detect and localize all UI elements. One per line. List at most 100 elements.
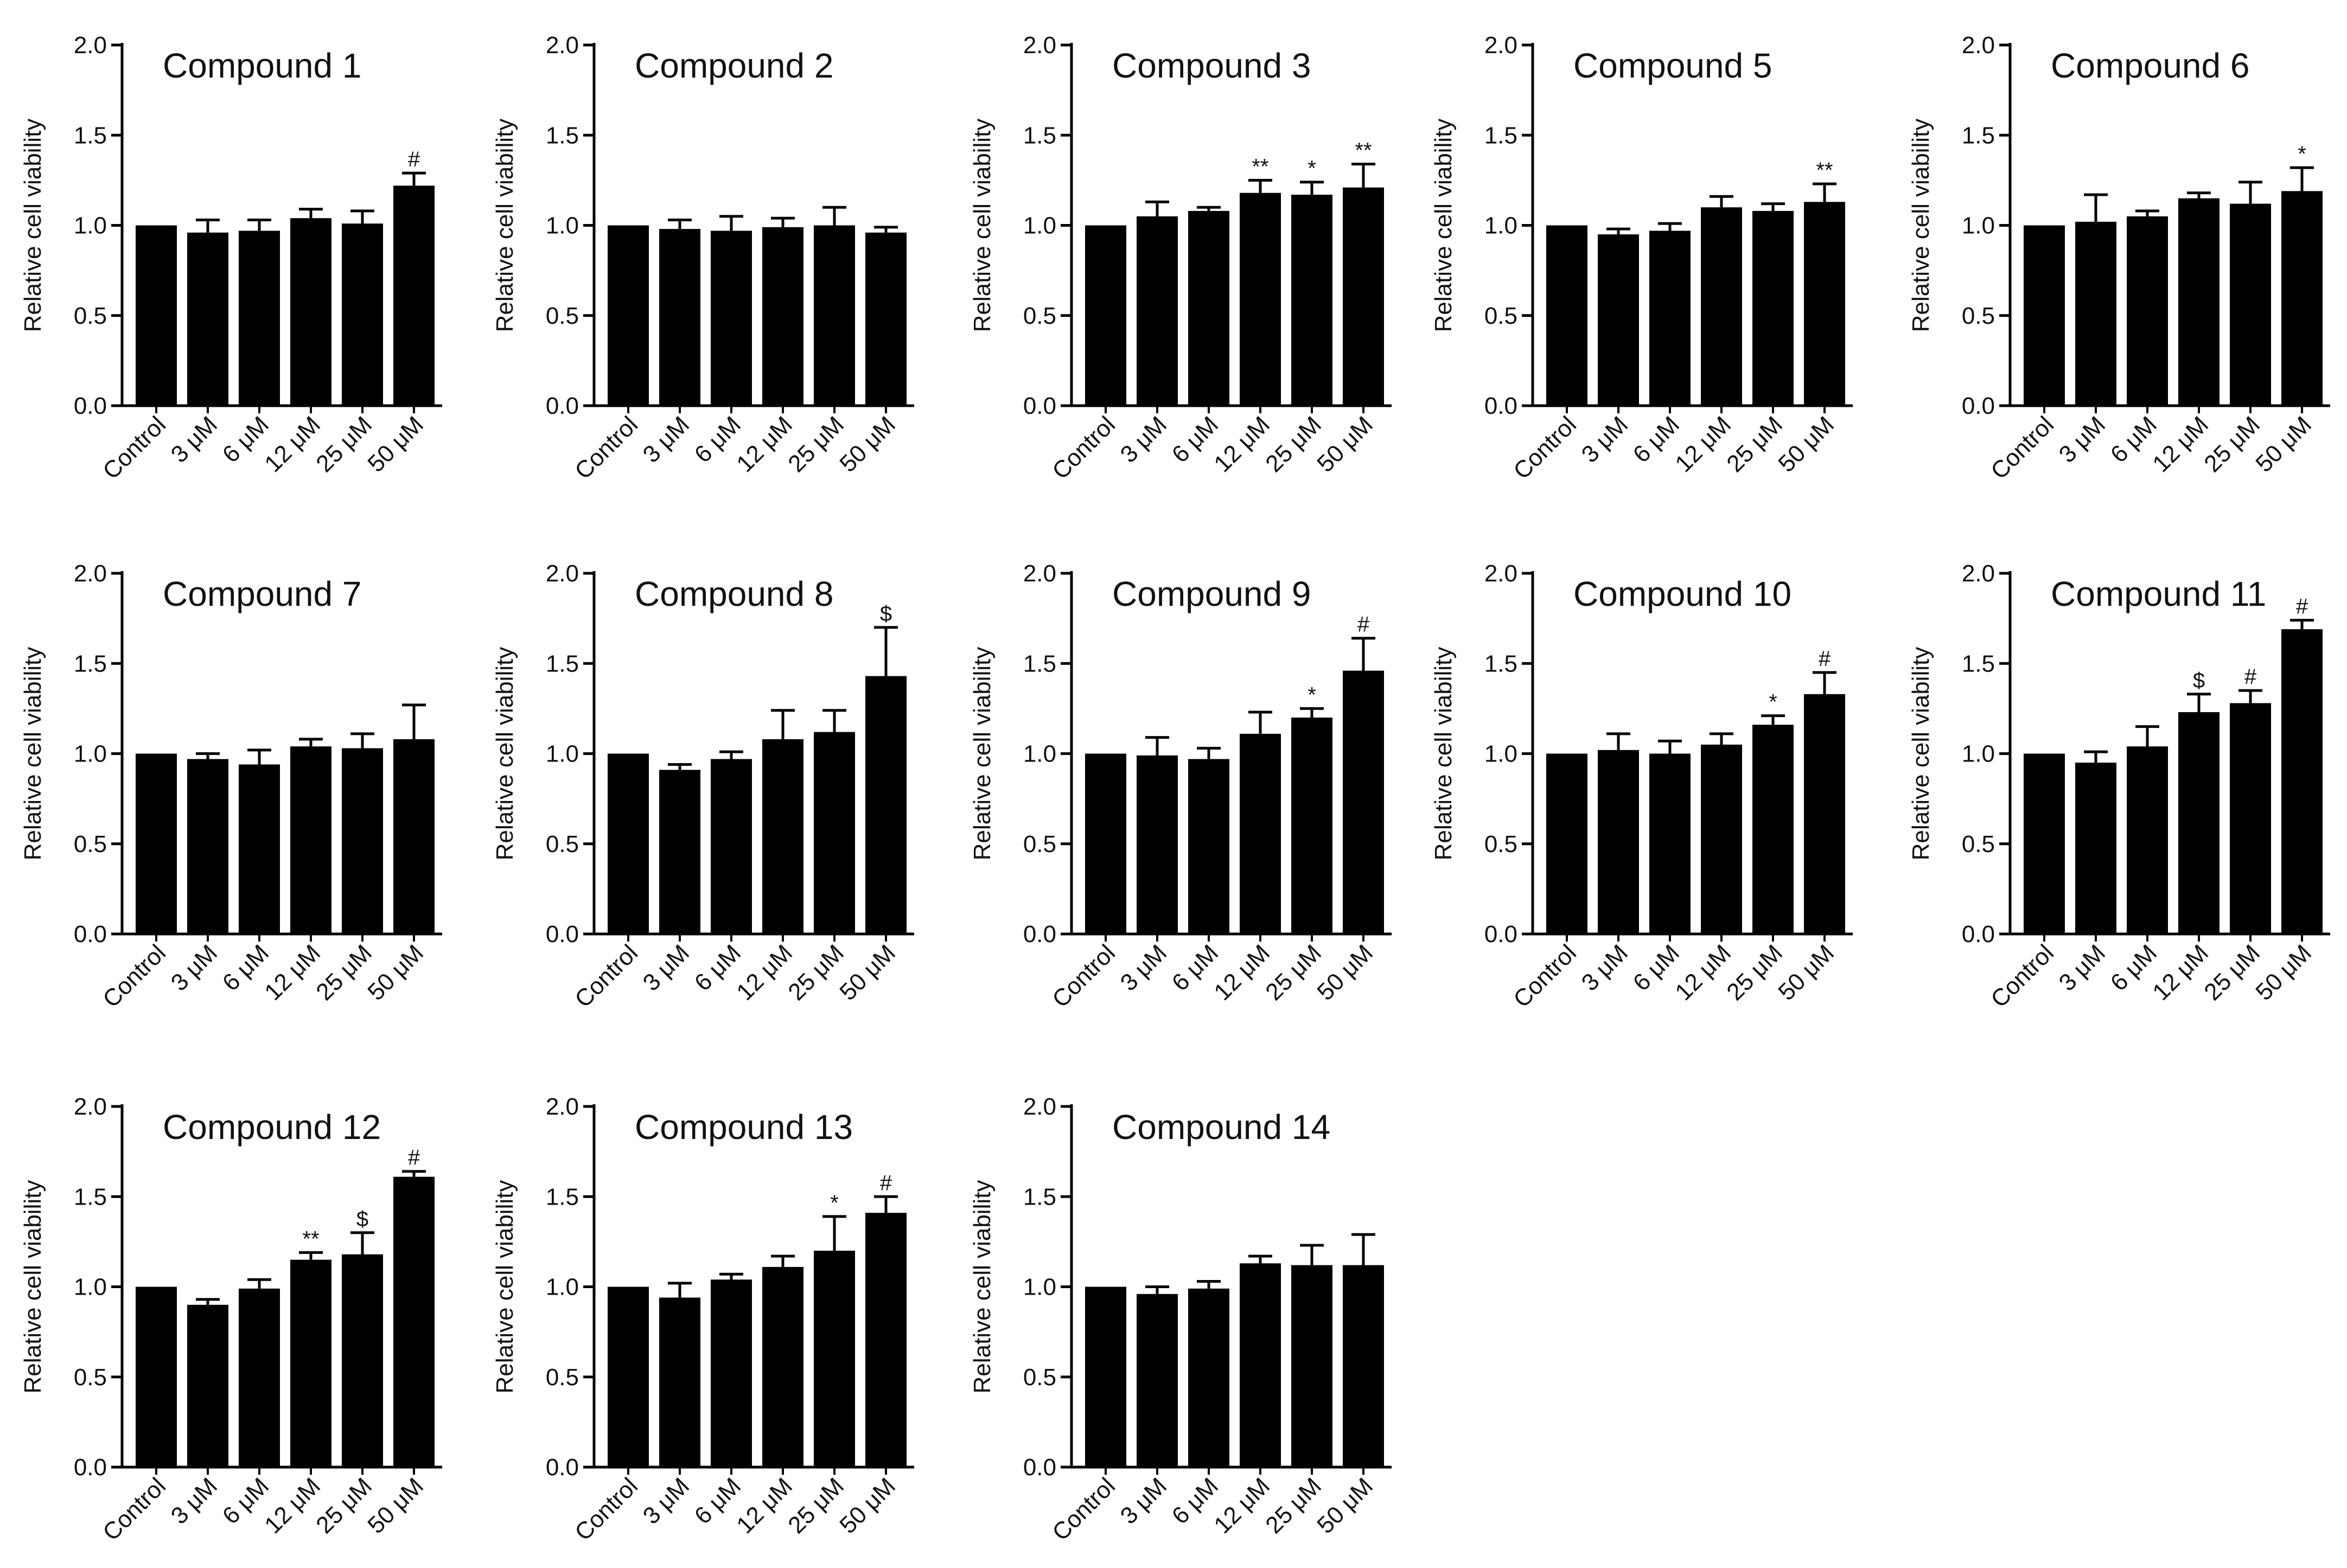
y-tick-label: 1.0 xyxy=(1023,213,1056,239)
x-tick-label: 50 μM xyxy=(362,939,429,1006)
x-tick-label: Control xyxy=(1508,939,1581,1013)
bar xyxy=(1546,753,1587,934)
y-tick-label: 1.0 xyxy=(1023,741,1056,767)
bar xyxy=(608,1287,649,1467)
x-tick-label: 50 μM xyxy=(362,411,429,477)
bar xyxy=(1291,718,1332,934)
y-tick-label: 1.5 xyxy=(74,1183,107,1210)
y-tick-label: 0.0 xyxy=(1023,921,1056,948)
x-tick-label: 50 μM xyxy=(362,1473,429,1539)
y-tick-label: 0.0 xyxy=(1023,393,1056,419)
bar xyxy=(1240,193,1281,406)
bar xyxy=(1343,187,1384,406)
y-axis-label: Relative cell viability xyxy=(1908,647,1934,861)
significance-mark: ** xyxy=(1252,155,1268,178)
bar xyxy=(342,1254,383,1467)
x-tick-label: 12 μM xyxy=(259,411,326,477)
bar xyxy=(187,759,228,934)
y-tick-label: 0.5 xyxy=(1023,1364,1056,1391)
bar xyxy=(136,753,177,934)
bar xyxy=(2127,216,2168,406)
x-tick-label: 3 μM xyxy=(1115,939,1172,996)
y-tick-label: 1.5 xyxy=(1962,122,1995,149)
y-tick-label: 1.5 xyxy=(1023,1183,1056,1210)
bar xyxy=(290,218,331,406)
x-tick-label: 50 μM xyxy=(834,939,901,1006)
significance-mark: # xyxy=(1357,613,1370,637)
x-tick-label: 50 μM xyxy=(834,1473,901,1539)
x-tick-label: Control xyxy=(1508,411,1581,484)
y-tick-label: 1.5 xyxy=(546,122,579,149)
y-axis-label: Relative cell viability xyxy=(1908,119,1934,332)
significance-mark: $ xyxy=(880,602,892,626)
y-tick-label: 0.5 xyxy=(546,303,579,329)
x-tick-label: 25 μM xyxy=(2199,411,2265,477)
x-tick-label: Control xyxy=(570,411,643,484)
chart-title: Compound 10 xyxy=(1573,574,1791,613)
x-tick-label: Control xyxy=(98,939,171,1013)
bar xyxy=(1240,733,1281,934)
significance-mark: ** xyxy=(1816,158,1833,182)
bar xyxy=(762,739,803,934)
x-tick-label: 25 μM xyxy=(311,939,377,1006)
bar xyxy=(187,1304,228,1467)
significance-mark: # xyxy=(2244,665,2257,689)
x-tick-label: 50 μM xyxy=(1312,1473,1378,1539)
significance-mark: # xyxy=(2296,594,2308,618)
bar xyxy=(608,225,649,406)
x-tick-label: 12 μM xyxy=(1670,939,1736,1006)
y-tick-label: 0.0 xyxy=(1962,393,1995,419)
y-tick-label: 2.0 xyxy=(546,560,579,587)
y-tick-label: 2.0 xyxy=(1962,32,1995,59)
bar xyxy=(2178,712,2220,934)
x-tick-label: 12 μM xyxy=(1209,411,1275,477)
x-tick-label: 25 μM xyxy=(311,411,377,477)
bar xyxy=(1291,194,1332,406)
y-axis-label: Relative cell viability xyxy=(969,647,996,861)
y-axis-label: Relative cell viability xyxy=(1430,119,1457,332)
significance-mark: * xyxy=(1769,690,1777,714)
chart-title: Compound 12 xyxy=(163,1108,381,1147)
x-tick-label: 50 μM xyxy=(1312,939,1378,1006)
bar xyxy=(2075,763,2116,934)
x-tick-label: 25 μM xyxy=(1721,939,1788,1006)
bar xyxy=(342,223,383,406)
bar xyxy=(814,1251,855,1467)
bar xyxy=(187,232,228,406)
x-tick-label: 25 μM xyxy=(311,1473,377,1539)
y-tick-label: 0.5 xyxy=(1962,303,1995,329)
y-tick-label: 1.0 xyxy=(74,213,107,239)
y-tick-label: 0.0 xyxy=(74,393,107,419)
y-axis-label: Relative cell viability xyxy=(20,119,46,332)
y-tick-label: 2.0 xyxy=(74,32,107,59)
bar xyxy=(1701,207,1742,406)
y-tick-label: 1.0 xyxy=(1962,213,1995,239)
bar xyxy=(2230,203,2271,406)
y-tick-label: 1.0 xyxy=(1962,741,1995,767)
significance-mark: * xyxy=(1308,157,1316,181)
bar xyxy=(1240,1263,1281,1467)
chart-panel: Compound 12 Relative cell viability 0.0 0.5… xyxy=(20,1093,442,1546)
significance-mark: $ xyxy=(356,1207,368,1231)
x-tick-label: 3 μM xyxy=(1577,939,1633,996)
x-tick-label: 3 μM xyxy=(638,939,694,996)
y-tick-label: 1.5 xyxy=(74,650,107,677)
x-tick-label: 3 μM xyxy=(1115,411,1172,468)
chart-panel: Compound 5 Relative cell viability 0.0 0.5 1… xyxy=(1430,32,1853,484)
y-tick-label: 0.5 xyxy=(1484,303,1517,329)
bar xyxy=(1649,753,1691,934)
chart-panel: Compound 13 Relative cell viability 0.0 0.5… xyxy=(492,1093,914,1546)
bar xyxy=(1188,210,1229,406)
y-axis-label: Relative cell viability xyxy=(20,647,46,861)
bar xyxy=(711,231,752,406)
y-tick-label: 0.5 xyxy=(74,1364,107,1391)
significance-mark: # xyxy=(408,148,420,171)
chart-panel: Compound 6 Relative cell viability 0.0 0.5 1… xyxy=(1908,32,2330,484)
y-tick-label: 2.0 xyxy=(1484,560,1517,587)
x-tick-label: 12 μM xyxy=(731,411,798,477)
y-tick-label: 1.0 xyxy=(1484,741,1517,767)
significance-mark: # xyxy=(1819,647,1831,671)
x-tick-label: 12 μM xyxy=(259,1473,326,1539)
x-tick-label: 50 μM xyxy=(2250,411,2317,477)
y-axis-label: Relative cell viability xyxy=(969,1180,996,1394)
